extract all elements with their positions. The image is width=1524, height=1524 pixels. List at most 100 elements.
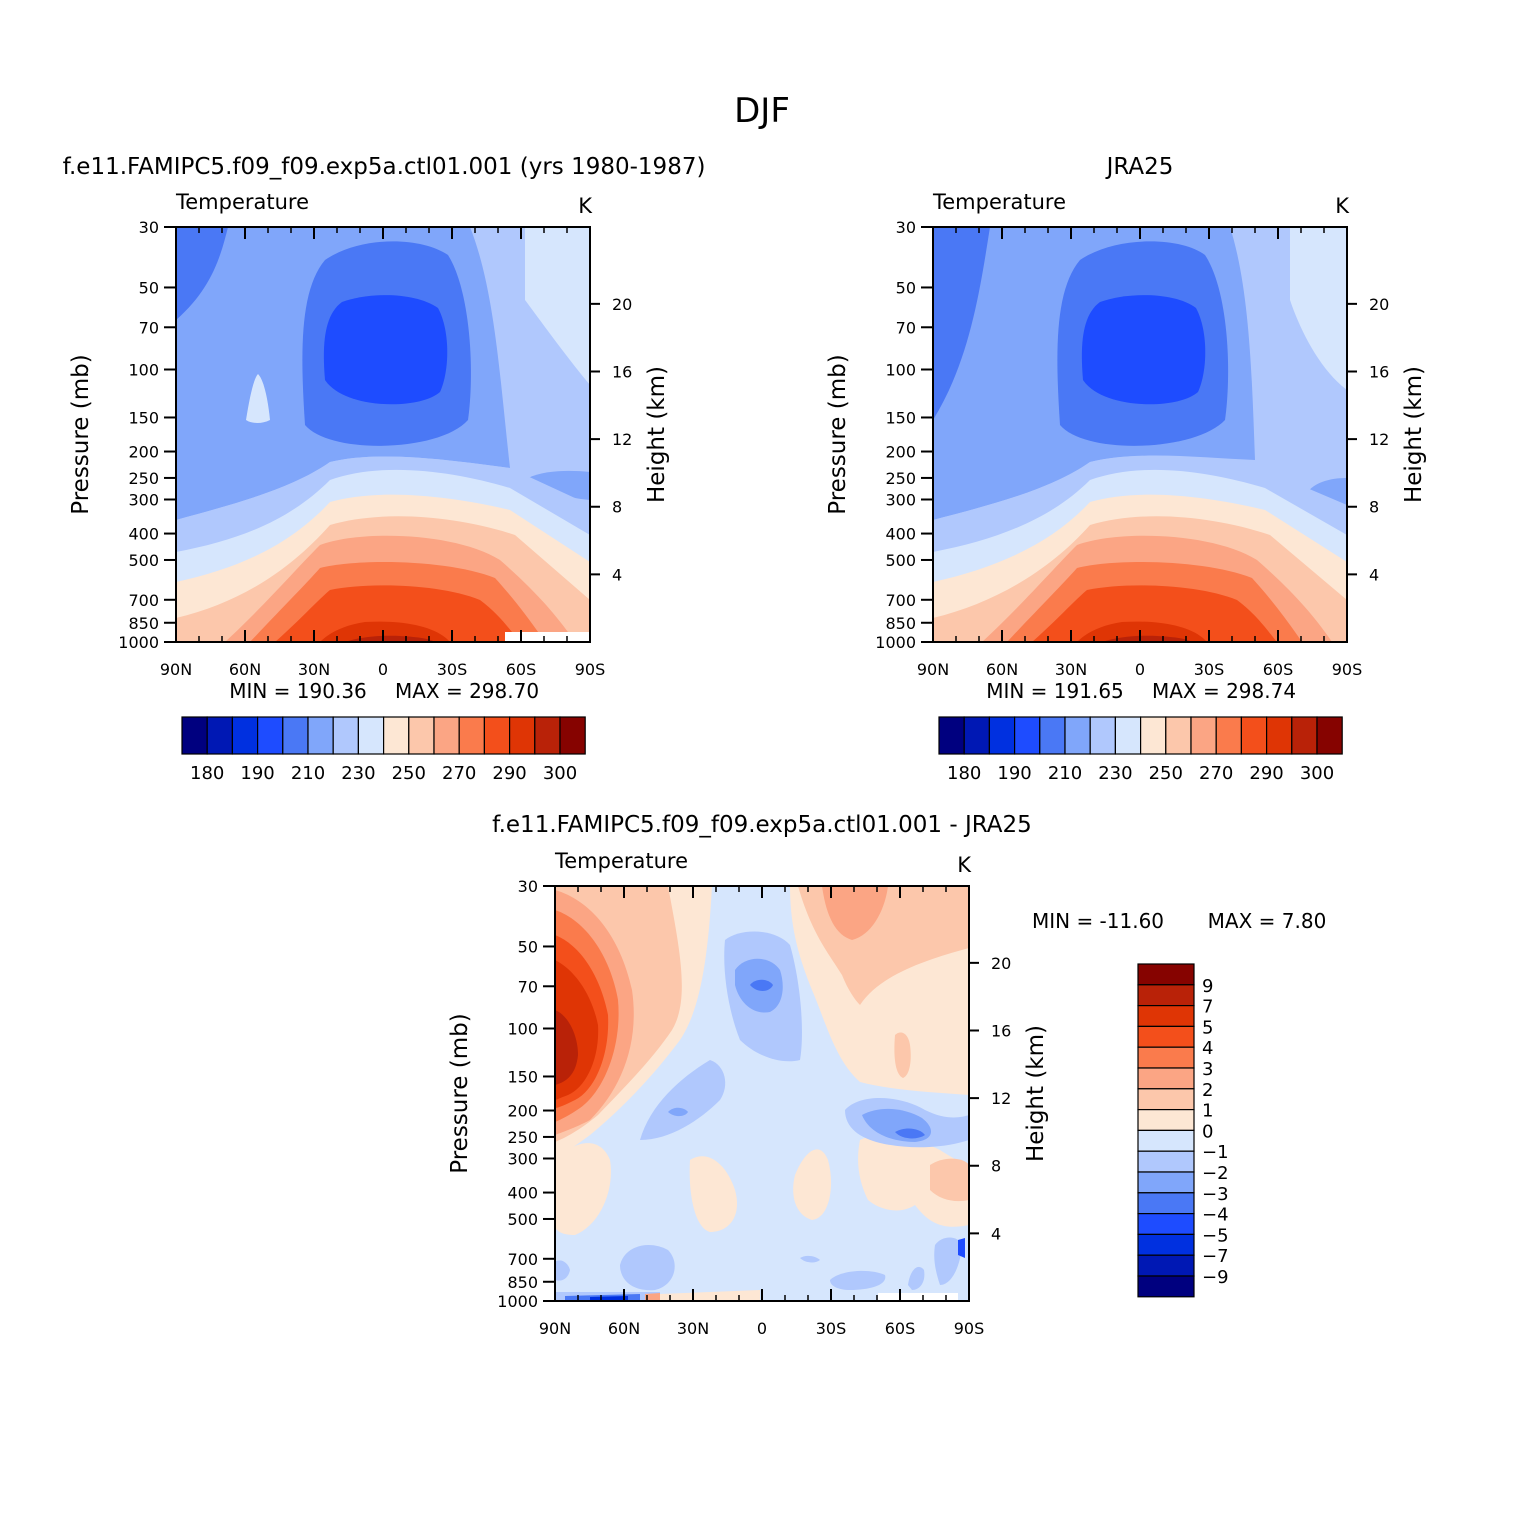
- field-region: [1290, 227, 1347, 390]
- field-region: [830, 1270, 886, 1290]
- colorbar-label: 230: [1098, 763, 1132, 784]
- field-region: [640, 1060, 726, 1140]
- colorbar-label: 7: [1202, 997, 1213, 1018]
- colorbar-label: 1: [1202, 1101, 1213, 1122]
- colorbar-swatch: [1139, 716, 1167, 755]
- y-tick-label: 200: [128, 443, 159, 462]
- colorbar-swatch: [206, 716, 233, 755]
- figure-title: DJF: [734, 91, 790, 131]
- y-tick-label: 70: [518, 977, 538, 996]
- panel-model-axes: 305070100150200250300400500700850100090N…: [68, 218, 670, 679]
- colorbar-label: 190: [240, 763, 274, 784]
- y-tick-label: 200: [885, 443, 916, 462]
- panel-model-colorbar: 180 190 210 230 250 270 290 300: [181, 716, 586, 784]
- field-region: [645, 1293, 660, 1301]
- colorbar-label: 0: [1202, 1121, 1213, 1142]
- panel-diff-axes: 305070100150200250300400500700850100090N…: [447, 877, 1049, 1338]
- colorbar-swatch: [559, 716, 586, 755]
- colorbar-label: 300: [1300, 763, 1334, 784]
- field-region: [1102, 635, 1192, 642]
- colorbar-swatch: [1265, 716, 1293, 755]
- field-region: [555, 1143, 611, 1235]
- field-region: [555, 1151, 569, 1169]
- y-tick-label: 100: [507, 1019, 538, 1038]
- colorbar-swatch: [383, 716, 410, 755]
- y-tick-label: 400: [507, 1184, 538, 1203]
- y2-tick-label: 20: [612, 295, 632, 314]
- panel-obs: JRA25 Temperature K 30507010015020025030…: [825, 154, 1427, 784]
- x-tick-label: 30N: [1055, 660, 1087, 679]
- y-tick-label: 100: [128, 360, 159, 379]
- colorbar-swatch: [1039, 716, 1066, 755]
- colorbar-swatch: [938, 716, 965, 755]
- colorbar-label: 3: [1202, 1059, 1213, 1080]
- colorbar-label: 290: [492, 763, 526, 784]
- colorbar-label: −7: [1202, 1246, 1229, 1267]
- field-region: [958, 1238, 965, 1258]
- field-region: [1077, 621, 1207, 642]
- x-tick-label: 0: [1135, 660, 1145, 679]
- colorbar-swatch: [483, 716, 511, 755]
- x-tick-label: 60N: [986, 660, 1018, 679]
- colorbar-label: 290: [1249, 763, 1283, 784]
- x-tick-label: 30S: [816, 1319, 847, 1338]
- colorbar-swatch: [1137, 1212, 1195, 1235]
- y2-axis-title: Height (km): [644, 366, 670, 503]
- field-region: [320, 621, 450, 642]
- colorbar-label: −1: [1202, 1142, 1229, 1163]
- field-region: [525, 227, 590, 385]
- colorbar-label: 2: [1202, 1080, 1213, 1101]
- y2-tick-label: 12: [991, 1089, 1011, 1108]
- y2-tick-label: 8: [612, 498, 622, 517]
- colorbar-swatch: [1137, 1192, 1195, 1215]
- x-tick-label: 90S: [1332, 660, 1363, 679]
- y-axis-title: Pressure (mb): [447, 1013, 473, 1173]
- panel-obs-colorbar: 180 190 210 230 250 270 290 300: [938, 716, 1343, 784]
- field-region: [930, 1158, 969, 1202]
- field-region: [800, 1255, 820, 1263]
- y2-tick-label: 16: [612, 362, 632, 381]
- y-tick-label: 50: [518, 937, 538, 956]
- colorbar-label: 180: [947, 763, 981, 784]
- colorbar-swatch: [1137, 1233, 1195, 1256]
- colorbar-swatch: [1316, 716, 1343, 755]
- y-tick-label: 500: [128, 551, 159, 570]
- x-tick-label: 90N: [917, 660, 949, 679]
- y2-axis-title: Height (km): [1023, 1025, 1049, 1162]
- y-tick-label: 150: [507, 1067, 538, 1086]
- colorbar-label: −9: [1202, 1267, 1229, 1288]
- x-tick-label: 60N: [229, 660, 261, 679]
- colorbar-swatch: [1137, 1067, 1195, 1090]
- colorbar-swatch: [1240, 716, 1268, 755]
- colorbar-label: 190: [997, 763, 1031, 784]
- y-tick-label: 30: [518, 877, 538, 896]
- x-tick-label: 30S: [1194, 660, 1225, 679]
- field-region: [345, 635, 435, 642]
- colorbar-label: −2: [1202, 1163, 1229, 1184]
- x-tick-label: 0: [378, 660, 388, 679]
- y-tick-label: 500: [507, 1210, 538, 1229]
- y-tick-label: 100: [885, 360, 916, 379]
- y2-tick-label: 16: [1369, 362, 1389, 381]
- field-region: [689, 1156, 738, 1232]
- colorbar-label: −5: [1202, 1225, 1229, 1246]
- y-tick-label: 50: [139, 278, 159, 297]
- y2-tick-label: 8: [1369, 498, 1379, 517]
- x-tick-label: 90S: [575, 660, 606, 679]
- panel-diff-max: MAX = 7.80: [1208, 909, 1327, 933]
- colorbar-label: 300: [543, 763, 577, 784]
- panel-model: f.e11.FAMIPC5.f09_f09.exp5a.ctl01.001 (y…: [63, 154, 706, 784]
- field-region: [933, 227, 990, 420]
- field-region: [620, 1245, 675, 1291]
- panel-diff-field: [555, 886, 969, 1301]
- panel-obs-axes: 305070100150200250300400500700850100090N…: [825, 218, 1427, 679]
- colorbar-label: 250: [392, 763, 426, 784]
- colorbar-swatch: [1137, 1171, 1195, 1194]
- panel-diff-min: MIN = -11.60: [1032, 909, 1164, 933]
- y2-tick-label: 4: [1369, 565, 1379, 584]
- panel-obs-variable: Temperature: [932, 190, 1066, 214]
- x-tick-label: 60S: [506, 660, 537, 679]
- colorbar-label: 9: [1202, 976, 1213, 997]
- y-tick-label: 850: [885, 614, 916, 633]
- field-region: [934, 1237, 962, 1285]
